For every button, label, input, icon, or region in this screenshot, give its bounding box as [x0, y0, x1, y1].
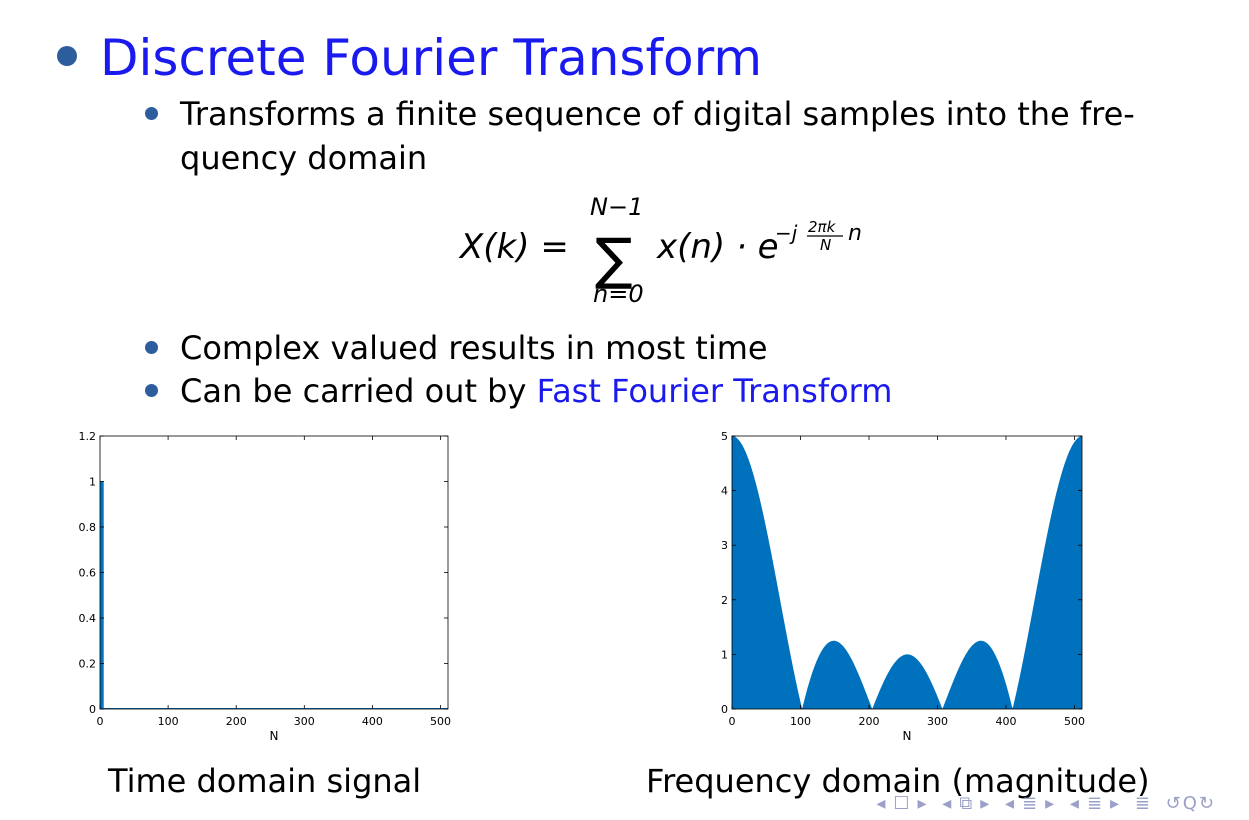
bullet-dot-2 — [145, 341, 158, 354]
x-axis-label: N — [270, 729, 279, 743]
y-tick-label: 4 — [721, 485, 728, 498]
y-tick-label: 0.8 — [79, 521, 97, 534]
frequency-domain-chart: 0 100 200 300 400 500 0 1 2 3 4 5 N — [721, 430, 1085, 743]
x-tick-label: 100 — [790, 715, 811, 728]
bar — [100, 481, 102, 709]
x-tick-label: 300 — [294, 715, 315, 728]
formula-body: x(n) · e — [656, 227, 779, 267]
x-tick-label: 0 — [729, 715, 736, 728]
formula-sum-lower: n=0 — [593, 280, 644, 308]
formula-sum-upper: N−1 — [590, 193, 643, 221]
bullet-3-prefix: Can be carried out by — [180, 372, 537, 410]
x-tick-label: 200 — [226, 715, 247, 728]
y-tick-label: 0 — [721, 703, 728, 716]
nav-next-part-icon[interactable]: ▸ — [1110, 793, 1122, 814]
dft-formula: X(k) = N−1 ∑ n=0 x(n) · e −j 2πk N n — [458, 193, 862, 308]
beamer-navigation: ◂ ☐ ▸ ◂ ⧉ ▸ ◂ ≣ ▸ ◂ ≣ ▸ ≣ ↺Q↻ — [873, 793, 1219, 814]
y-tick-label: 0.4 — [79, 612, 97, 625]
y-tick-label: 5 — [721, 430, 728, 443]
bar — [102, 481, 104, 709]
plot-frame — [731, 435, 1083, 710]
nav-prev-section-icon[interactable]: ◂ — [1004, 793, 1017, 814]
slide-title: Discrete Fourier Transform — [100, 29, 763, 87]
formula-sigma: ∑ — [595, 227, 633, 292]
formula-frac-den: N — [820, 236, 831, 254]
formula-exp-prefix: −j — [775, 221, 798, 245]
x-tick-label: 0 — [97, 715, 104, 728]
x-axis-label: N — [903, 729, 912, 743]
title-bullet — [57, 46, 77, 66]
nav-next-section-icon[interactable]: ▸ — [1045, 793, 1057, 814]
formula-lhs: X(k) = — [458, 227, 569, 267]
y-tick-label: 3 — [721, 539, 728, 552]
y-tick-label: 1 — [721, 648, 728, 661]
nav-document-icon[interactable]: ≣ — [1134, 793, 1152, 814]
formula-exp-suffix: n — [848, 221, 862, 246]
y-tick-label: 0.6 — [79, 567, 97, 580]
y-tick-label: 0.2 — [79, 658, 97, 671]
nav-frame-icon[interactable]: ☐ — [893, 793, 912, 814]
bullet-3-text: Can be carried out by Fast Fourier Trans… — [180, 369, 892, 413]
nav-section-icon[interactable]: ≣ — [1022, 793, 1040, 814]
y-tick-label: 1 — [89, 476, 96, 489]
x-tick-label: 200 — [858, 715, 879, 728]
bullet-1-line1: Transforms a finite sequence of digital … — [180, 95, 1135, 133]
x-tick-label: 400 — [995, 715, 1016, 728]
nav-subsection-icon[interactable]: ⧉ — [959, 793, 975, 814]
formula-frac-num: 2πk — [808, 218, 837, 236]
x-tick-label: 300 — [927, 715, 948, 728]
y-tick-label: 2 — [721, 594, 728, 607]
x-tick-label: 400 — [362, 715, 383, 728]
caption-left: Time domain signal — [108, 762, 422, 800]
bar — [102, 481, 104, 709]
bullet-2-text: Complex valued results in most time — [180, 329, 768, 367]
bar — [100, 481, 101, 709]
plot-frame — [99, 435, 449, 710]
nav-next-frame-icon[interactable]: ▸ — [917, 793, 929, 814]
nav-next-subsection-icon[interactable]: ▸ — [980, 793, 992, 814]
fft-link[interactable]: Fast Fourier Transform — [536, 372, 893, 410]
nav-prev-part-icon[interactable]: ◂ — [1069, 793, 1081, 814]
nav-part-icon[interactable]: ≣ — [1086, 793, 1105, 814]
magnitude-area — [732, 436, 1082, 709]
bullet-dot-1 — [145, 107, 158, 120]
bar — [101, 481, 103, 709]
x-tick-label: 100 — [158, 715, 179, 728]
y-tick-label: 0 — [89, 703, 96, 716]
x-tick-label: 500 — [1064, 715, 1085, 728]
nav-search-icon[interactable]: ↺Q↻ — [1165, 793, 1216, 814]
bullet-dot-3 — [145, 384, 158, 397]
bullet-1-line2: quency domain — [180, 139, 428, 177]
y-tick-label: 1.2 — [79, 430, 97, 443]
nav-prev-frame-icon[interactable]: ◂ — [876, 793, 888, 814]
nav-prev-subsection-icon[interactable]: ◂ — [942, 793, 954, 814]
time-domain-chart: 0 100 200 300 400 500 0 0.2 0.4 0.6 0.8 1 1.2 N — [79, 430, 452, 743]
x-tick-label: 500 — [430, 715, 451, 728]
caption-right: Frequency domain (magnitude) — [646, 762, 1150, 800]
